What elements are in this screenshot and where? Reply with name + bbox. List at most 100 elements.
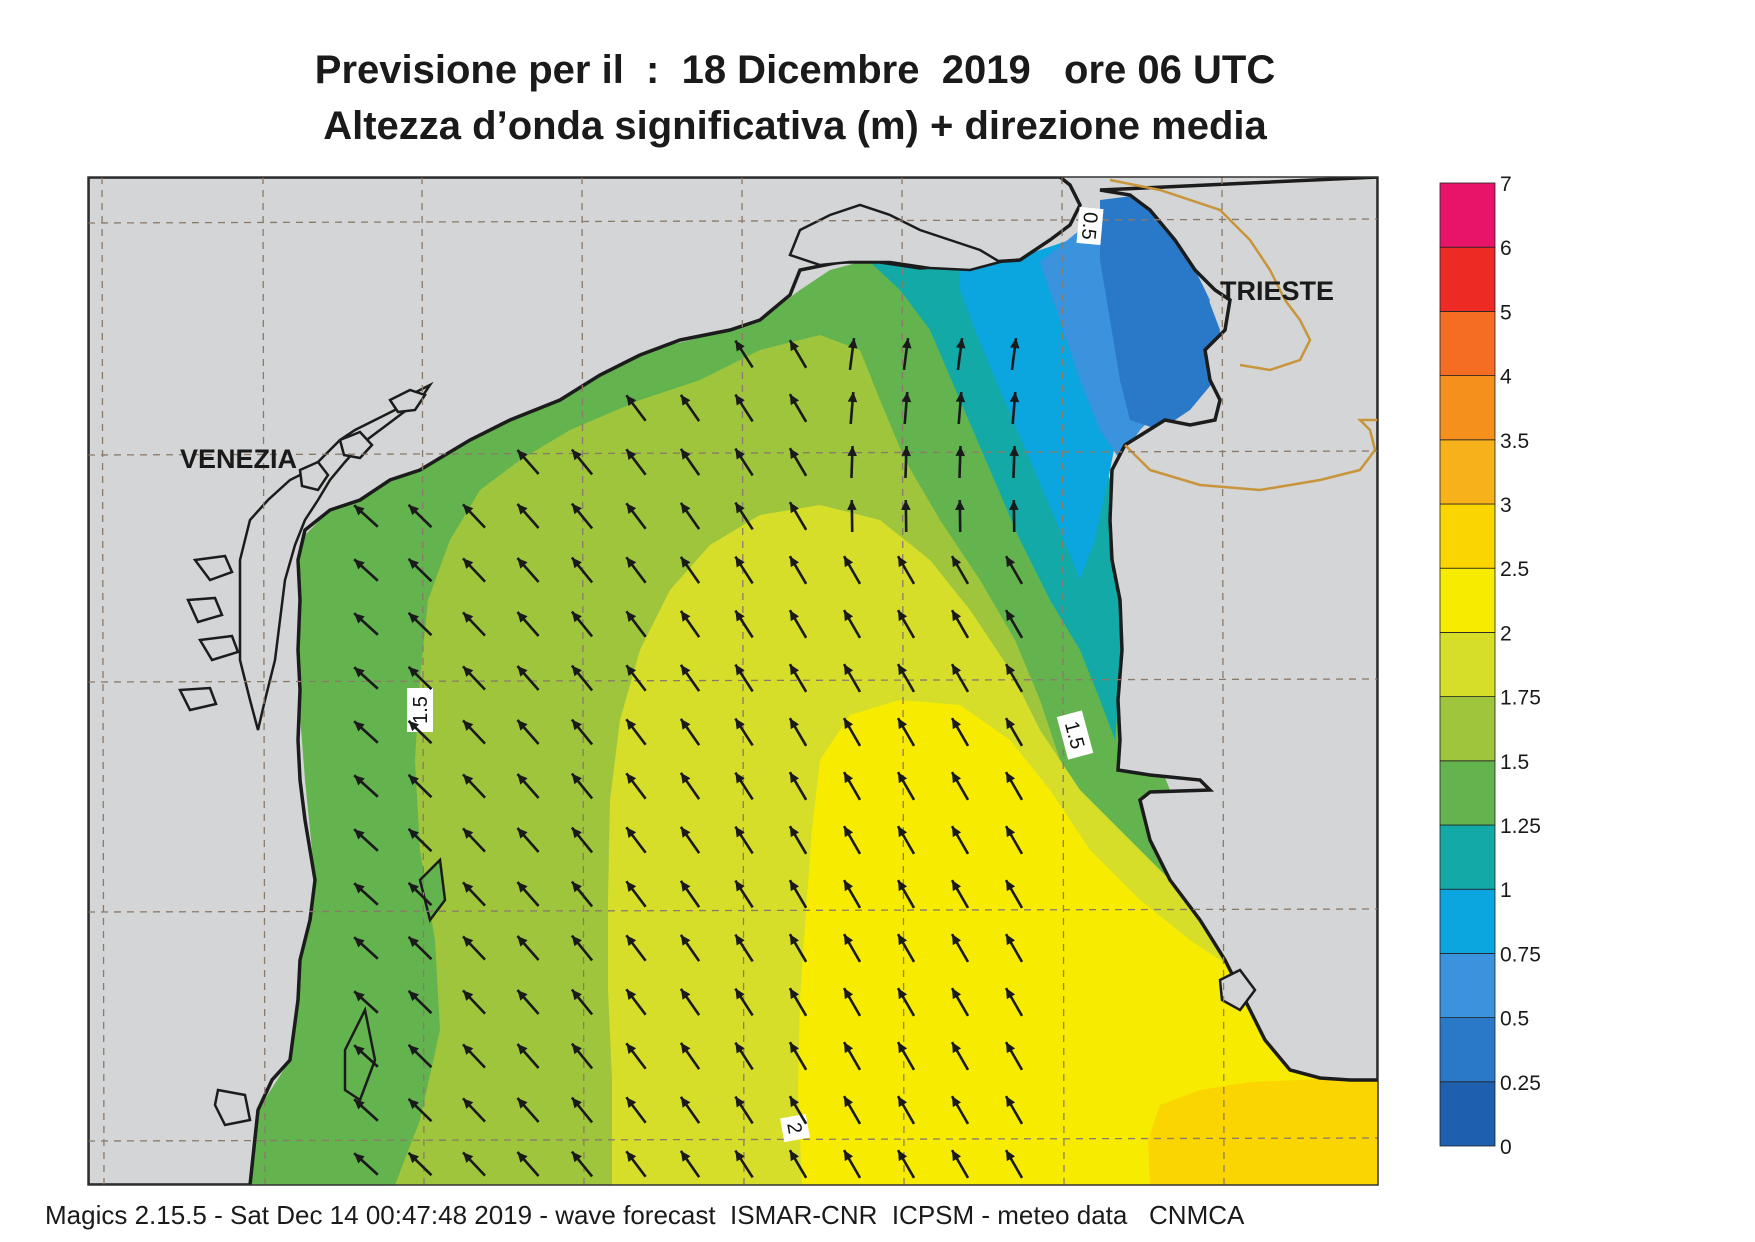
wave-arrow-head	[517, 449, 528, 461]
colorbar-swatch	[1439, 888, 1496, 954]
wave-arrow-head	[680, 1042, 691, 1054]
wave-arrow-head	[847, 446, 857, 457]
wave-arrow-head	[517, 611, 528, 623]
wave-arrow-head	[517, 773, 528, 785]
colorbar-swatch	[1439, 953, 1496, 1019]
wave-arrow-head	[898, 772, 908, 784]
wave-arrow-head	[848, 338, 858, 349]
wave-arrow-head	[735, 394, 745, 406]
wave-arrow-head	[408, 612, 419, 624]
colorbar-swatch	[1439, 503, 1496, 569]
wave-arrow-head	[354, 883, 365, 894]
wave-arrow-head	[735, 448, 745, 460]
wave-arrow-head	[952, 556, 962, 568]
wave-arrow-head	[789, 664, 800, 676]
wave-arrow-head	[844, 610, 854, 622]
wave-arrow-head	[847, 392, 858, 403]
wave-arrow-head	[1009, 500, 1019, 510]
wave-arrow-head	[789, 772, 800, 784]
wave-arrow-head	[789, 610, 800, 622]
wave-arrow-head	[462, 1044, 474, 1055]
land-east	[1099, 177, 1378, 1082]
wave-arrow-head	[408, 504, 419, 516]
wave-arrow-head	[789, 1150, 800, 1162]
wave-arrow-head	[680, 664, 691, 676]
wave-arrow-head	[517, 989, 528, 1001]
colorbar-swatch	[1439, 696, 1496, 762]
wave-arrow-head	[735, 934, 745, 946]
wave-arrow-head	[1009, 446, 1019, 457]
wave-arrow-head	[1006, 556, 1016, 568]
wave-arrow-head	[952, 934, 962, 946]
wave-arrow-head	[408, 1152, 419, 1164]
wave-arrow-head	[626, 719, 637, 731]
wave-arrow-head	[571, 665, 582, 677]
svg-text:0.5: 0.5	[1077, 211, 1101, 241]
wave-arrow-head	[844, 988, 854, 1000]
city-label-trieste: TRIESTE	[1220, 276, 1334, 306]
wave-arrow-head	[1006, 880, 1016, 892]
wave-arrow-head	[1006, 934, 1016, 946]
wave-arrow-head	[626, 827, 637, 839]
national-border	[1109, 178, 1378, 492]
wave-arrow-head	[735, 556, 745, 568]
wave-arrow-head	[956, 338, 966, 349]
wave-arrow-head	[901, 500, 911, 510]
wave-arrow-head	[898, 1096, 908, 1108]
wave-arrow-head	[735, 772, 745, 784]
map-frame	[87, 176, 1379, 1186]
colorbar-swatch	[1439, 632, 1496, 698]
wave-arrow-head	[571, 719, 582, 731]
wave-arrow-head	[571, 827, 582, 839]
wave-arrow-head	[462, 1152, 474, 1163]
wave-arrow-head	[354, 829, 365, 840]
wave-arrow-head	[517, 1151, 528, 1163]
wave-arrow-head	[462, 882, 474, 893]
wave-arrow-head	[1009, 392, 1020, 403]
wave-arrow-head	[354, 613, 365, 624]
wave-arrow-head	[517, 719, 528, 731]
wave-arrow-head	[735, 988, 745, 1000]
colorbar-label: 2.5	[1500, 558, 1529, 581]
wave-arrow-head	[1006, 1150, 1016, 1162]
wave-arrow-head	[735, 502, 745, 514]
wave-arrow-head	[571, 1097, 582, 1109]
wave-arrow-head	[517, 1043, 528, 1055]
wave-arrow-head	[1006, 1042, 1016, 1054]
wave-arrow-head	[626, 935, 637, 947]
wave-arrow-head	[517, 665, 528, 677]
colorbar-label: 0.5	[1500, 1008, 1529, 1031]
wave-arrow-head	[408, 990, 419, 1002]
wave-arrow-head	[789, 340, 800, 352]
colorbar-label: 1.75	[1500, 687, 1541, 710]
colorbar-swatch	[1439, 1017, 1496, 1083]
wave-arrow-head	[952, 826, 962, 838]
wave-arrow-head	[955, 500, 965, 510]
contour-label-2: 2	[780, 1113, 810, 1143]
colorbar-label: 1.25	[1500, 815, 1541, 838]
wave-arrow-head	[952, 880, 962, 892]
wave-arrow-head	[408, 558, 419, 570]
wave-arrow-head	[571, 1043, 582, 1055]
wave-arrow-head	[735, 880, 745, 892]
colorbar-swatch	[1439, 310, 1496, 376]
wave-arrow-head	[844, 934, 854, 946]
wave-arrow-head	[626, 773, 637, 785]
wave-arrow-head	[789, 448, 800, 460]
wave-arrow-head	[517, 827, 528, 839]
po-delta	[343, 857, 447, 1102]
wave-arrow-head	[462, 828, 474, 839]
wave-arrow-head	[626, 503, 637, 515]
wave-arrow-head	[952, 1042, 962, 1054]
wave-arrow-head	[354, 991, 365, 1002]
colorbar-label: 2	[1500, 622, 1512, 645]
wave-arrow-head	[354, 721, 365, 732]
colorbar-label: 0	[1500, 1136, 1512, 1159]
wave-arrow-head	[680, 448, 691, 460]
istria-islet	[1218, 968, 1257, 1012]
wave-arrow-head	[952, 718, 962, 730]
wave-arrow-head	[408, 666, 419, 678]
wave-arrow-head	[680, 772, 691, 784]
wave-arrow-head	[354, 505, 365, 516]
footer-credits: Magics 2.15.5 - Sat Dec 14 00:47:48 2019…	[45, 1200, 1245, 1230]
